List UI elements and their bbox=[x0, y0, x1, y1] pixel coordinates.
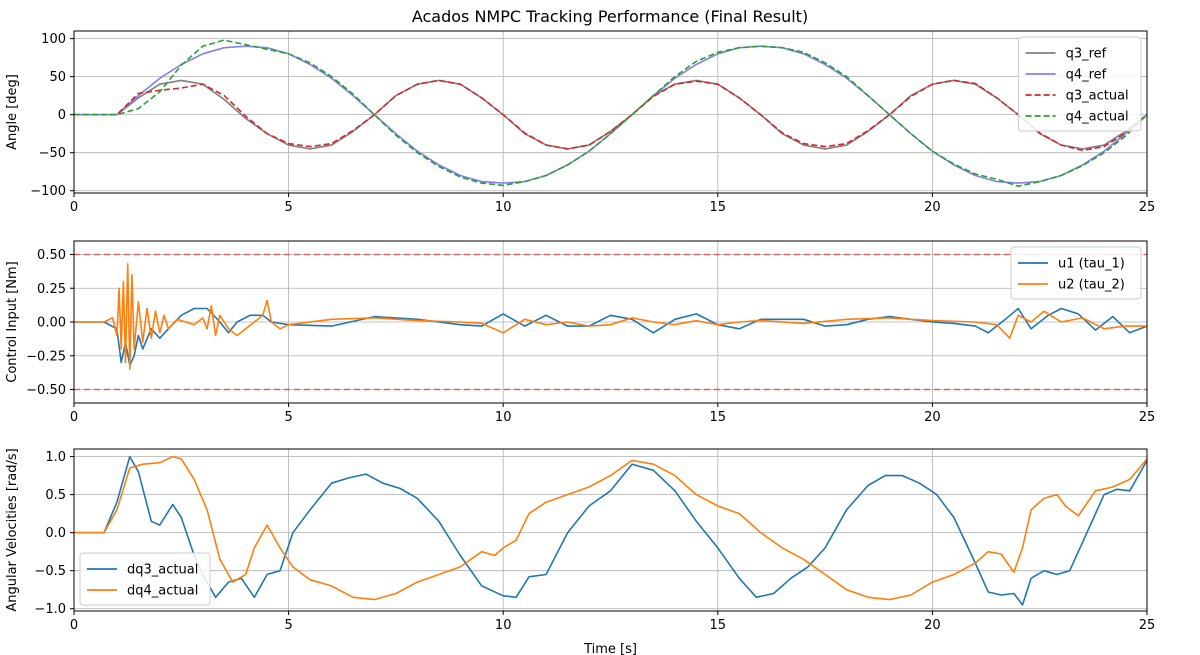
y-tick-label: −100 bbox=[30, 184, 66, 199]
y-tick-label: −1.0 bbox=[34, 602, 66, 617]
series-line-dq3-actual bbox=[74, 455, 1147, 606]
figure-title: Acados NMPC Tracking Performance (Final … bbox=[412, 7, 808, 26]
x-tick-label: 10 bbox=[495, 618, 512, 633]
x-tick-label: 15 bbox=[710, 200, 727, 215]
y-tick-label: 0.5 bbox=[45, 488, 66, 503]
x-tick-label: 5 bbox=[284, 618, 292, 633]
x-tick-label: 0 bbox=[70, 200, 78, 215]
x-tick-label: 20 bbox=[924, 618, 941, 633]
control-input-panel: 0 5 10 15 20 25 −0.50 −0.25 0.00 0.25 0.50 Control … bbox=[5, 240, 1156, 425]
y-tick-label: 1.0 bbox=[45, 450, 66, 465]
series-line-q3-actual bbox=[74, 79, 1147, 152]
x-tick-label: 5 bbox=[284, 200, 292, 215]
legend-label-q4-actual: q4_actual bbox=[1066, 110, 1129, 125]
y-tick-label: 100 bbox=[41, 32, 66, 47]
x-tick-label: 15 bbox=[710, 410, 727, 425]
legend: dq3_actual dq4_actual bbox=[79, 552, 211, 606]
legend-label-dq3-actual: dq3_actual bbox=[127, 563, 198, 578]
y-axis-label: Control Input [Nm] bbox=[5, 261, 20, 382]
legend-label-q3-ref: q3_ref bbox=[1066, 47, 1107, 62]
x-tick-label: 15 bbox=[710, 618, 727, 633]
y-axis-label: Angular Velocities [rad/s] bbox=[5, 448, 20, 611]
series-line-q4-actual bbox=[74, 39, 1147, 187]
x-tick-label: 25 bbox=[1139, 618, 1156, 633]
x-tick-label: 0 bbox=[70, 618, 78, 633]
y-tick-label: 50 bbox=[49, 70, 66, 85]
angular-velocity-panel: 0 5 10 15 20 25 −1.0 −0.5 0.0 0.5 1.0 Angular Veloc… bbox=[5, 448, 1155, 655]
series-line-u1-tau-1 bbox=[74, 307, 1147, 367]
angle-panel: 0 5 10 15 20 25 −100 −50 0 50 100 Angle [deg] q3_ref… bbox=[5, 30, 1156, 215]
x-tick-label: 10 bbox=[495, 410, 512, 425]
series-line-u2-tau-2 bbox=[74, 263, 1147, 371]
x-axis-label: Time [s] bbox=[583, 642, 637, 655]
y-tick-label: −0.50 bbox=[26, 383, 66, 398]
legend-label-q4-ref: q4_ref bbox=[1066, 68, 1107, 83]
legend: u1 (tau_1) u2 (tau_2) bbox=[1010, 246, 1142, 300]
y-tick-label: 0 bbox=[58, 108, 66, 123]
y-axis-label: Angle [deg] bbox=[5, 74, 20, 150]
x-tick-label: 20 bbox=[924, 200, 941, 215]
y-tick-label: −0.5 bbox=[34, 564, 66, 579]
legend-label-dq4-actual: dq4_actual bbox=[127, 584, 198, 599]
y-tick-label: −50 bbox=[39, 146, 66, 161]
y-tick-label: −0.25 bbox=[26, 349, 66, 364]
x-tick-label: 0 bbox=[70, 410, 78, 425]
legend-label-u2-tau-2: u2 (tau_2) bbox=[1058, 278, 1125, 293]
legend-label-u1-tau-1: u1 (tau_1) bbox=[1058, 257, 1125, 272]
legend: q3_ref q4_ref q3_actual q4_actual bbox=[1018, 36, 1142, 132]
y-tick-label: 0.00 bbox=[37, 316, 66, 331]
axes-frame bbox=[73, 30, 1148, 194]
y-tick-label: 0.50 bbox=[37, 248, 66, 263]
axes-frame bbox=[73, 448, 1148, 612]
series-line-dq4-actual bbox=[74, 455, 1147, 601]
x-tick-label: 25 bbox=[1139, 410, 1156, 425]
x-tick-label: 10 bbox=[495, 200, 512, 215]
x-tick-label: 5 bbox=[284, 410, 292, 425]
x-tick-label: 25 bbox=[1139, 200, 1156, 215]
legend-label-q3-actual: q3_actual bbox=[1066, 89, 1129, 104]
y-tick-label: 0.0 bbox=[45, 526, 66, 541]
y-tick-label: 0.25 bbox=[37, 282, 66, 297]
x-tick-label: 20 bbox=[924, 410, 941, 425]
